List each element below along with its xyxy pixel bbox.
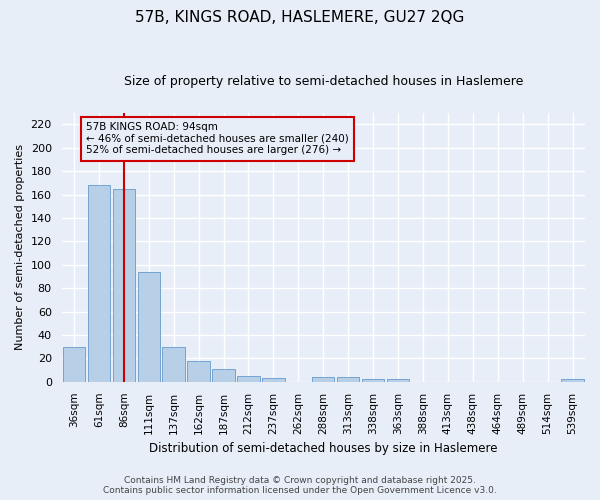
Bar <box>113 189 135 382</box>
Bar <box>63 346 85 382</box>
Text: 57B, KINGS ROAD, HASLEMERE, GU27 2QG: 57B, KINGS ROAD, HASLEMERE, GU27 2QG <box>136 10 464 25</box>
X-axis label: Distribution of semi-detached houses by size in Haslemere: Distribution of semi-detached houses by … <box>149 442 497 455</box>
Bar <box>187 361 210 382</box>
Bar <box>163 346 185 382</box>
Text: Contains HM Land Registry data © Crown copyright and database right 2025.
Contai: Contains HM Land Registry data © Crown c… <box>103 476 497 495</box>
Bar <box>237 376 260 382</box>
Bar <box>387 380 409 382</box>
Bar <box>562 380 584 382</box>
Title: Size of property relative to semi-detached houses in Haslemere: Size of property relative to semi-detach… <box>124 75 523 88</box>
Bar <box>262 378 284 382</box>
Text: 57B KINGS ROAD: 94sqm
← 46% of semi-detached houses are smaller (240)
52% of sem: 57B KINGS ROAD: 94sqm ← 46% of semi-deta… <box>86 122 349 156</box>
Bar <box>88 186 110 382</box>
Bar <box>337 377 359 382</box>
Bar <box>312 377 334 382</box>
Bar <box>212 369 235 382</box>
Bar <box>362 380 385 382</box>
Bar <box>137 272 160 382</box>
Y-axis label: Number of semi-detached properties: Number of semi-detached properties <box>15 144 25 350</box>
